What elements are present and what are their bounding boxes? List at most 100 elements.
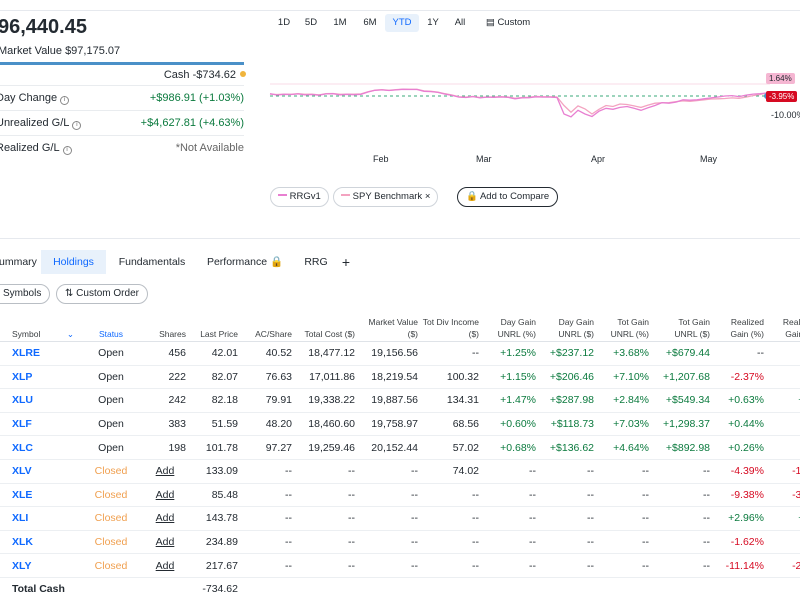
column-header-market-value[interactable]: Market Value ($) [359, 312, 422, 342]
range-custom-label: Custom [497, 17, 531, 28]
column-header-status[interactable]: Status [82, 312, 144, 342]
column-header-realized-usd[interactable]: Realized Gain ($) [768, 312, 800, 342]
cell-realized-pct: +0.26% [714, 435, 768, 460]
column-header-tot-gain-usd[interactable]: Tot Gain UNRL ($) [653, 312, 714, 342]
spy-value-tag: -3.95% [766, 91, 798, 102]
table-row[interactable]: XLF Open 383 51.59 48.20 18,460.60 19,758.97 68… [0, 412, 800, 437]
allocation-bar [0, 62, 244, 65]
performance-chart: Feb Mar Apr May [269, 83, 770, 164]
table-row[interactable]: XLI Closed Add 143.78 -- -- -- -- -- -- -- -- +2.96%… [0, 506, 800, 531]
cell-realized-pct: +2.96% [714, 506, 768, 531]
cell-market-value: -- [359, 553, 422, 578]
add-shares-link[interactable]: Add [144, 530, 190, 555]
legend-rrgv1[interactable]: RRGv1 [270, 187, 329, 207]
column-header-day-gain-usd[interactable]: Day Gain UNRL ($) [540, 312, 598, 342]
cell-day-gain-pct: -- [483, 506, 540, 531]
range-ytd[interactable]: YTD [385, 14, 419, 32]
cell-day-gain-pct: +1.15% [483, 365, 540, 390]
range-1d[interactable]: 1D [277, 17, 291, 28]
series-line-spy-benchmark [269, 88, 768, 115]
table-row[interactable]: XLP Open 222 82.07 76.63 17,011.86 18,219.54 10… [0, 365, 800, 390]
cell-symbol[interactable]: XLE [0, 483, 82, 508]
add-shares-link[interactable]: Add [144, 483, 190, 508]
table-row[interactable]: XLU Open 242 82.18 79.91 19,338.22 19,887.56 13… [0, 388, 800, 413]
cell-status: Open [82, 341, 144, 366]
cell-tot-gain-usd: -- [653, 506, 714, 531]
cell-realized-usd: -- [768, 341, 800, 366]
info-icon[interactable]: i [62, 146, 72, 155]
symbols-button[interactable]: Symbols [0, 284, 51, 304]
info-icon[interactable]: i [72, 121, 82, 130]
range-1m[interactable]: 1M [333, 17, 347, 28]
cell-div-income: -- [422, 341, 483, 366]
cell-day-gain-usd: -- [540, 459, 598, 484]
cell-realized-usd: -62 [768, 530, 800, 555]
range-all[interactable]: All [454, 17, 466, 28]
range-custom[interactable]: ▤ Custom [479, 14, 537, 32]
table-row[interactable]: XLC Open 198 101.78 97.27 19,259.46 20,152.44 5… [0, 435, 800, 460]
cell-status: Closed [82, 530, 144, 555]
cell-symbol[interactable]: XLRE [0, 341, 82, 366]
add-shares-link[interactable]: Add [144, 459, 190, 484]
tab-fundamentals[interactable]: Fundamentals [118, 256, 186, 268]
cell-symbol[interactable]: XLF [0, 412, 82, 437]
column-header-shares[interactable]: Shares [144, 312, 190, 342]
column-header-day-gain-pct[interactable]: Day Gain UNRL (%) [483, 312, 540, 342]
column-header-symbol[interactable]: Symbol ⌄ [0, 312, 82, 342]
cell-symbol[interactable]: XLV [0, 459, 82, 484]
cell-div-income: -- [422, 483, 483, 508]
y-tick-label: -10.00% [771, 110, 800, 120]
range-1y[interactable]: 1Y [427, 17, 439, 28]
column-header-last-price[interactable]: Last Price [190, 312, 242, 342]
column-header-total-cost[interactable]: Total Cost ($) [296, 312, 359, 342]
range-6m[interactable]: 6M [363, 17, 377, 28]
cell-symbol[interactable]: XLK [0, 530, 82, 555]
cell-symbol[interactable]: XLU [0, 388, 82, 413]
table-row[interactable]: XLV Closed Add 133.09 -- -- -- 74.02 -- -- -- -- -4.… [0, 459, 800, 484]
cell-tot-gain-pct: -- [598, 530, 653, 555]
add-shares-link[interactable]: Add [144, 506, 190, 531]
cell-symbol[interactable]: XLP [0, 365, 82, 390]
total-cash-label: Total Cash [12, 583, 65, 596]
cell-total-cost: -- [296, 530, 359, 555]
cell-symbol[interactable]: XLC [0, 435, 82, 460]
cell-symbol[interactable]: XLY [0, 553, 82, 578]
legend-spy-benchmark[interactable]: SPY Benchmark × [333, 187, 439, 207]
range-5d[interactable]: 5D [304, 17, 318, 28]
table-row[interactable]: XLK Closed Add 234.89 -- -- -- -- -- -- -- -- -1.62%… [0, 530, 800, 555]
realized-row: Realized G/L i *Not Available [0, 135, 244, 161]
column-header-div-income[interactable]: Tot Div Income ($) [422, 312, 483, 342]
cell-shares: 456 [144, 341, 190, 366]
custom-order-button[interactable]: ⇅ Custom Order [56, 284, 148, 304]
info-icon[interactable]: i [60, 96, 70, 105]
cell-status: Open [82, 412, 144, 437]
table-row[interactable]: XLRE Open 456 42.01 40.52 18,477.12 19,156.56-… [0, 341, 800, 366]
close-icon[interactable]: × [424, 191, 431, 202]
tab-holdings[interactable]: Holdings [41, 250, 106, 274]
chevron-down-icon[interactable]: ⌄ [66, 329, 74, 339]
cell-realized-pct: +0.44% [714, 412, 768, 437]
cell-day-gain-pct: -- [483, 530, 540, 555]
table-row[interactable]: XLE Closed Add 85.48 -- -- -- -- -- -- -- -- -9.38% -… [0, 483, 800, 508]
table-row[interactable]: XLY Closed Add 217.67 -- -- -- -- -- -- -- -- -11.14… [0, 553, 800, 578]
cell-symbol[interactable]: XLI [0, 506, 82, 531]
add-to-compare-button[interactable]: 🔒 Add to Compare [457, 187, 559, 207]
cell-last-price: 82.07 [190, 365, 242, 390]
column-header-realized-pct[interactable]: Realized Gain (%) [714, 312, 768, 342]
add-shares-link[interactable]: Add [144, 553, 190, 578]
cell-realized-usd: -87 [768, 365, 800, 390]
unrealized-row: Unrealized G/L i +$4,627.81 (+4.63%) [0, 110, 244, 136]
cell-day-gain-pct: -- [483, 459, 540, 484]
cell-day-gain-pct: -- [483, 483, 540, 508]
cell-realized-pct: -9.38% [714, 483, 768, 508]
cell-last-price: 133.09 [190, 459, 242, 484]
tab-performance[interactable]: Performance 🔒 [203, 250, 287, 274]
column-header-tot-gain-pct[interactable]: Tot Gain UNRL (%) [598, 312, 653, 342]
cell-ac-share: -- [242, 483, 296, 508]
cell-shares: 242 [144, 388, 190, 413]
add-tab-icon[interactable]: + [341, 254, 351, 270]
tab-rrg[interactable]: RRG [304, 256, 328, 268]
cell-day-gain-usd: +$136.62 [540, 435, 598, 460]
tab-summary[interactable]: Summary [0, 256, 37, 268]
column-header-ac-share[interactable]: AC/Share [242, 312, 296, 342]
